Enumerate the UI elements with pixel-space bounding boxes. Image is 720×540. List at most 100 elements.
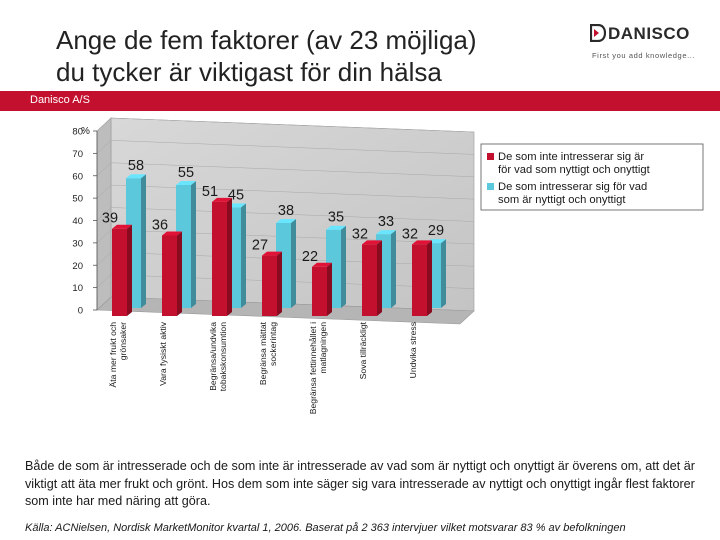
gridline-side [96, 274, 112, 288]
bar-not-interested [312, 262, 332, 316]
gridline-side [96, 184, 112, 199]
category-label: Begränsa/undvika [208, 322, 218, 391]
category-label: Äta mer frukt och [108, 322, 118, 388]
bar-top [326, 225, 346, 230]
bar-not-interested [112, 224, 132, 316]
bar-side [277, 251, 282, 316]
gridline-side [96, 229, 112, 244]
y-tick-label: 60 [72, 171, 83, 182]
legend-swatch [487, 153, 494, 160]
bar-side [141, 174, 146, 308]
data-label: 39 [102, 211, 118, 227]
y-tick-label: 70 [72, 149, 83, 160]
legend-swatch [487, 183, 494, 190]
legend-box [480, 143, 704, 211]
bar-front [162, 235, 177, 316]
data-label: 58 [128, 158, 144, 174]
bar-top [126, 174, 146, 179]
gridline-side [96, 140, 112, 154]
category-label: Vara fysiskt aktiv [158, 321, 168, 386]
y-tick-label: 80 [72, 127, 83, 138]
category-label: Undvika stress [408, 322, 418, 378]
bar-side [127, 224, 132, 316]
legend-label: De som inte intresserar sig är [498, 151, 644, 163]
category-label: Begränsa fettinnehållet i [308, 322, 318, 414]
band-label: Danisco A/S [30, 94, 90, 106]
bar-top [362, 240, 382, 245]
gridline [110, 207, 475, 222]
bar-front [262, 255, 277, 316]
y-tick-label: 0 [78, 306, 83, 317]
y-tick-label: 10 [72, 283, 83, 294]
data-label: 32 [402, 226, 418, 242]
bar-side [177, 231, 182, 316]
bar-side [391, 230, 396, 308]
data-label: 51 [202, 184, 218, 200]
y-tick-label: 30 [72, 238, 83, 249]
bar-front [312, 266, 327, 316]
bar-top [212, 197, 232, 202]
category-label: sockerintag [268, 322, 278, 366]
bar-not-interested [362, 240, 382, 316]
legend-label: som är nyttigt och onyttigt [498, 194, 626, 206]
bar-top [176, 180, 196, 185]
gridline [110, 117, 475, 133]
bar-front [212, 201, 227, 316]
bar-not-interested [412, 240, 432, 316]
chart-data-labels: 39 58 36 55 51 45 27 38 22 35 32 33 32 29 [102, 158, 444, 265]
category-label: tobakskonsumtion [218, 322, 228, 391]
bar-front [112, 228, 127, 316]
gridline [110, 140, 475, 155]
bar-side [291, 218, 296, 308]
bar-side [191, 180, 196, 308]
bar-top [412, 240, 432, 245]
data-label: 33 [378, 214, 394, 230]
y-tick-label: 40 [72, 216, 83, 227]
gridline-side [96, 117, 112, 132]
y-axis-unit-label: % [81, 126, 90, 137]
company-logo: DANISCO First you add knowledge... [590, 24, 700, 64]
data-label: 35 [328, 210, 344, 226]
bar-side [327, 262, 332, 316]
bar-top [262, 251, 282, 256]
bar-top [312, 262, 332, 267]
gridline-side [96, 252, 112, 266]
chart-category-labels: Äta mer frukt och grönsaker Vara fysiskt a… [108, 321, 418, 414]
data-label: 36 [152, 217, 168, 233]
bar-side [341, 225, 346, 308]
category-label: grönsaker [118, 322, 128, 360]
bar-top [112, 224, 132, 229]
data-label: 55 [178, 165, 194, 181]
gridline-side [96, 162, 112, 176]
y-tick-label: 50 [72, 194, 83, 205]
chart-bars [112, 174, 446, 316]
bar-top [376, 230, 396, 235]
slide-title: Ange de fem faktorer (av 23 möjliga) du … [56, 24, 536, 88]
logo-wordmark: DANISCO [608, 24, 690, 43]
bar-side [427, 240, 432, 316]
data-label: 45 [228, 187, 244, 203]
slide-title-line-2: du tycker är viktigast för din hälsa [56, 57, 442, 87]
bar-top [276, 218, 296, 223]
category-label: Begränsa mättat [258, 321, 268, 385]
bar-not-interested [212, 197, 232, 316]
gridline [110, 184, 475, 200]
data-label: 22 [302, 249, 318, 265]
bar-side [441, 239, 446, 308]
data-label: 29 [428, 223, 444, 239]
slide-title-line-1: Ange de fem faktorer (av 23 möjliga) [56, 25, 477, 55]
bar-not-interested [162, 231, 182, 316]
bar-front [412, 244, 427, 316]
chart-y-axis: 0 10 20 30 40 50 60 70 80% [72, 126, 98, 317]
category-label: Sova tillräckligt [358, 321, 368, 379]
category-label: matlagningen [318, 322, 328, 374]
data-label: 32 [352, 226, 368, 242]
bar-not-interested [262, 251, 282, 316]
bar-side [227, 197, 232, 316]
gridline-side [96, 207, 112, 221]
header-band: Danisco A/S [0, 91, 720, 111]
commentary-text: Både de som är intresserade och de som i… [25, 459, 695, 508]
data-label: 27 [252, 238, 268, 254]
